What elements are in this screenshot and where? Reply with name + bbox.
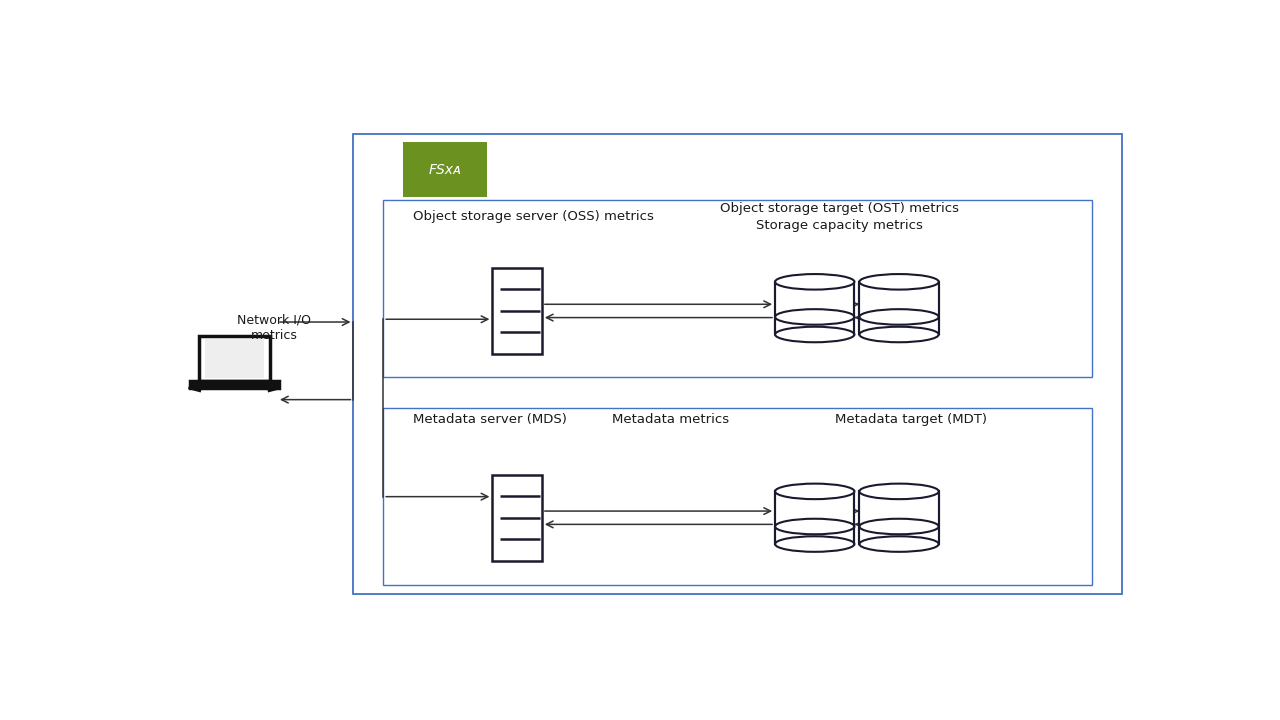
Bar (860, 492, 938, 544)
Bar (860, 282, 938, 334)
FancyBboxPatch shape (198, 336, 270, 382)
Ellipse shape (859, 327, 938, 342)
Bar (493, 268, 541, 354)
Ellipse shape (859, 309, 938, 325)
Text: Object storage target (OST) metrics
Storage capacity metrics: Object storage target (OST) metrics Stor… (721, 202, 959, 232)
Text: Object storage server (OSS) metrics: Object storage server (OSS) metrics (413, 210, 654, 223)
Text: Network I/O
metrics: Network I/O metrics (237, 314, 311, 341)
FancyBboxPatch shape (383, 408, 1093, 585)
FancyBboxPatch shape (353, 133, 1123, 594)
Ellipse shape (776, 518, 855, 534)
FancyBboxPatch shape (189, 382, 279, 388)
FancyBboxPatch shape (403, 142, 488, 197)
Bar (776, 282, 855, 335)
Ellipse shape (859, 274, 938, 289)
Ellipse shape (776, 274, 855, 289)
Ellipse shape (776, 484, 855, 499)
Bar (859, 282, 938, 335)
FancyBboxPatch shape (383, 200, 1093, 377)
Ellipse shape (859, 518, 938, 534)
Text: Metadata metrics: Metadata metrics (612, 413, 730, 426)
Ellipse shape (776, 536, 855, 552)
Bar (776, 492, 854, 544)
Text: Metadata server (MDS): Metadata server (MDS) (413, 413, 567, 426)
Bar (493, 474, 541, 561)
Text: FSxᴀ: FSxᴀ (429, 163, 462, 176)
Bar (776, 491, 855, 544)
Ellipse shape (776, 309, 855, 325)
FancyBboxPatch shape (205, 339, 264, 378)
Ellipse shape (776, 327, 855, 342)
Ellipse shape (859, 484, 938, 499)
Bar (776, 282, 854, 334)
Bar (859, 491, 938, 544)
Ellipse shape (859, 536, 938, 552)
Text: Metadata target (MDT): Metadata target (MDT) (835, 413, 987, 426)
